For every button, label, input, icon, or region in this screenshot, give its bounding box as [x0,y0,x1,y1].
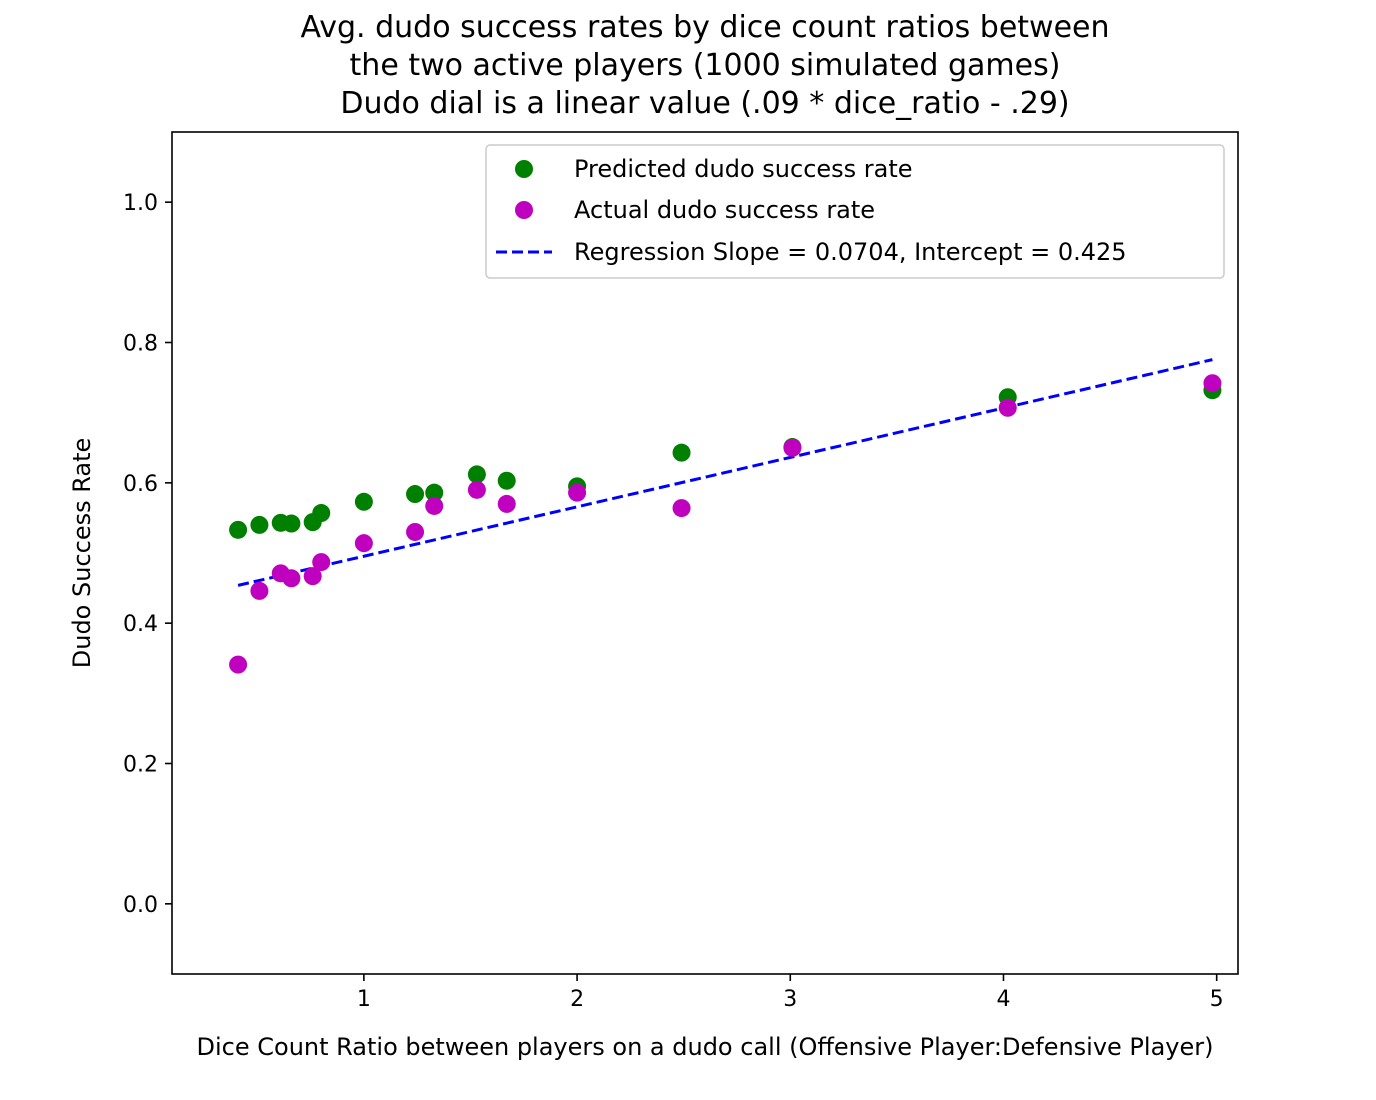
legend-label: Regression Slope = 0.0704, Intercept = 0… [574,238,1127,266]
legend-marker [515,160,533,178]
chart-title: Avg. dudo success rates by dice count ra… [300,10,1109,121]
y-tick-label: 0.0 [123,893,158,918]
predicted-point [497,471,516,490]
actual-point [354,534,373,553]
y-axis-label: Dudo Success Rate [68,438,96,669]
legend-box [485,144,1225,279]
x-tick-label: 5 [1210,987,1224,1012]
actual-point [783,438,802,457]
x-tick-label: 3 [783,987,797,1012]
actual-point [672,499,691,518]
x-axis-label: Dice Count Ratio between players on a du… [197,1033,1214,1061]
actual-point [425,496,444,515]
y-tick-label: 0.4 [123,612,158,637]
predicted-point [229,520,248,539]
legend: Predicted dudo success rate Actual dudo s… [485,144,1225,279]
regression-line [237,358,1213,587]
y-tick-label: 1.0 [123,191,158,216]
x-tick-label: 4 [996,987,1010,1012]
actual-point [229,655,248,674]
actual-point [282,569,301,588]
actual-point [998,398,1017,417]
predicted-point [312,504,331,523]
predicted-point [250,515,269,534]
actual-point [406,522,425,541]
x-tick-label: 1 [357,987,371,1012]
legend-marker [515,201,533,219]
x-tick-label: 2 [570,987,584,1012]
chart-title-line-3: Dudo dial is a linear value (.09 * dice_… [340,86,1069,121]
plot-area [229,358,1222,674]
y-tick-label: 0.8 [123,332,158,357]
actual-point [467,480,486,499]
actual-point [303,567,322,586]
predicted-point [406,485,425,504]
actual-point [250,581,269,600]
predicted-point [467,465,486,484]
predicted-point [425,483,444,502]
plot-frame [171,131,1239,975]
predicted-point [354,492,373,511]
predicted-point [672,443,691,462]
predicted-point [282,514,301,533]
legend-label: Actual dudo success rate [574,196,875,224]
chart-title-line-1: Avg. dudo success rates by dice count ra… [300,10,1109,45]
actual-point [312,553,331,572]
actual-point [568,483,587,502]
chart-title-line-2: the two active players (1000 simulated g… [350,48,1061,83]
y-tick-label: 0.6 [123,472,158,497]
legend-label: Predicted dudo success rate [574,155,913,183]
y-tick-label: 0.2 [123,753,158,778]
axis-ticks: 1 2 3 4 5 0.0 0.2 0.4 0.6 0.8 1.0 [123,191,1224,1012]
actual-point [1203,374,1222,393]
actual-point [497,494,516,513]
